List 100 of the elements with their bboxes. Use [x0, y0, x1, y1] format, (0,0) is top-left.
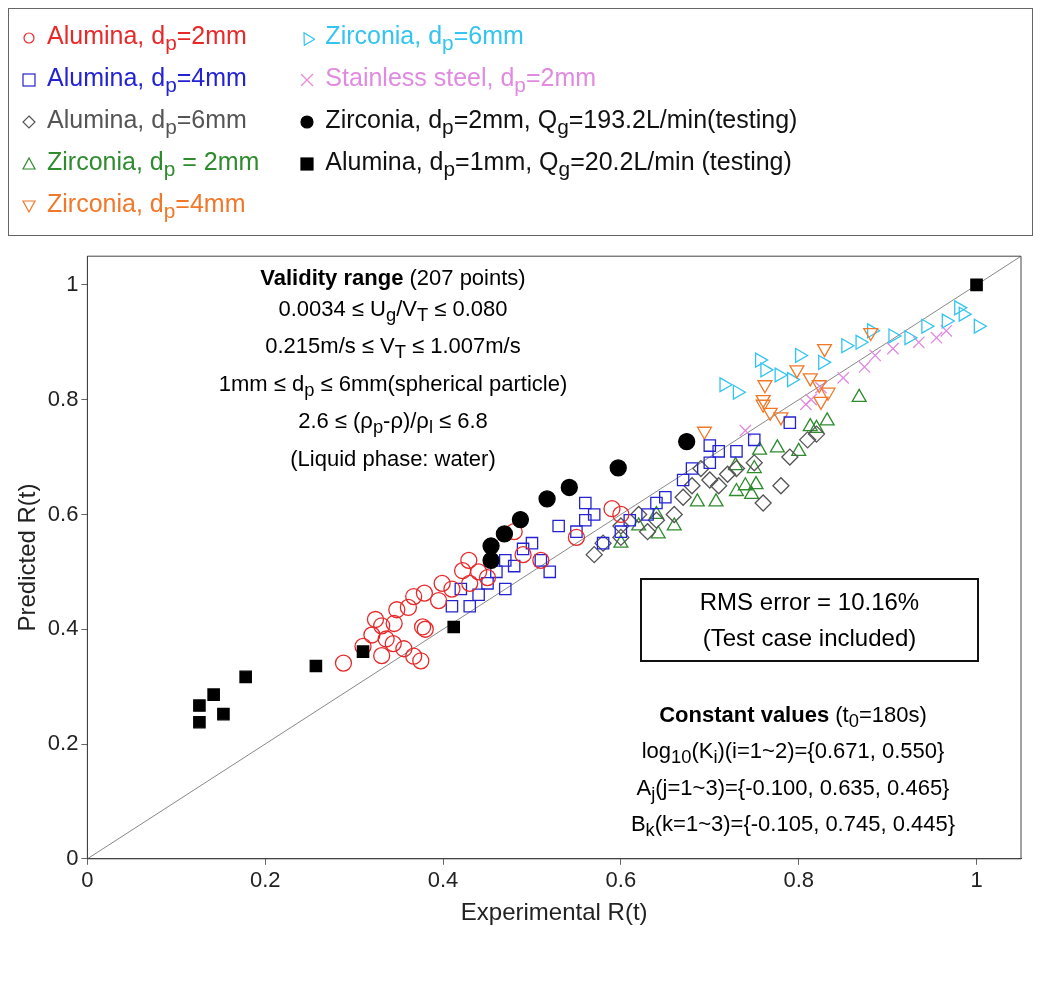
point	[560, 478, 578, 497]
point	[516, 542, 530, 556]
point	[363, 626, 381, 644]
point	[728, 457, 744, 471]
x-tick-label: 0.6	[605, 867, 637, 893]
point	[868, 349, 882, 362]
point	[710, 477, 728, 495]
legend-label: Zirconia, d$_{p}$=2mm, Q$_{g}$=193.2L/min(testing)	[325, 105, 798, 139]
point	[802, 418, 818, 432]
y-tick-label: 0	[66, 844, 79, 870]
point	[443, 580, 461, 598]
point	[762, 407, 778, 421]
point	[641, 508, 654, 521]
note-frame: RMS error = 10.16% (Test case included)	[640, 578, 979, 662]
point	[638, 523, 657, 541]
point	[650, 496, 663, 510]
point	[708, 493, 724, 507]
point	[334, 654, 353, 672]
annotation: A$_{j}$(j=1~3)={-0.100, 0.635, 0.465}	[636, 774, 950, 805]
point	[798, 431, 817, 449]
point	[703, 456, 717, 470]
point	[774, 367, 788, 383]
point	[612, 517, 630, 535]
point	[818, 354, 832, 370]
point	[696, 426, 713, 440]
point	[728, 482, 745, 497]
point	[665, 505, 683, 524]
point	[755, 399, 771, 413]
point	[783, 416, 797, 429]
point	[609, 459, 627, 477]
annotation: log$_{10}$(K$_{i}$)(i=1~2)={0.671, 0.550}	[641, 738, 945, 768]
point	[851, 388, 867, 403]
point	[309, 659, 323, 673]
point	[794, 347, 809, 364]
annotation: (Liquid phase: water)	[290, 445, 496, 471]
annotation: Validity range (207 points)	[260, 265, 526, 290]
point	[748, 475, 764, 490]
x-tick-label: 0.8	[783, 867, 815, 893]
x-tick-label: 0.4	[427, 867, 459, 893]
point	[585, 545, 603, 564]
point	[973, 318, 987, 334]
point	[841, 338, 855, 354]
point	[498, 582, 512, 596]
legend-label: Alumina, d$_{p}$=4mm	[47, 63, 247, 97]
point	[445, 599, 459, 613]
point	[732, 384, 747, 400]
point	[384, 634, 402, 653]
point	[388, 601, 406, 619]
point	[799, 397, 813, 411]
annotation: 2.6 ≤ (ρ$_{p}$-ρ)/ρ$_{l}$ ≤ 6.8	[298, 408, 488, 438]
point	[356, 645, 370, 658]
y-tick-label: 1	[66, 270, 79, 296]
point	[193, 715, 206, 729]
x-tick-label: 0.2	[249, 867, 281, 893]
point	[647, 511, 666, 529]
annotation: 1mm ≤ d$_{p}$ ≤ 6mm(spherical particle)	[218, 370, 568, 401]
point	[772, 477, 790, 495]
point	[447, 620, 461, 634]
point	[482, 537, 500, 555]
point	[525, 536, 539, 550]
point	[395, 640, 413, 658]
point	[460, 551, 478, 570]
point	[567, 528, 586, 547]
y-tick-label: 0.2	[47, 730, 79, 756]
legend-label: Stainless steel, d$_{p}$=2mm	[325, 63, 597, 97]
point	[683, 477, 701, 495]
point	[737, 477, 753, 491]
point	[514, 545, 532, 564]
point	[712, 445, 725, 458]
point	[239, 670, 252, 684]
point	[754, 494, 772, 512]
point	[886, 342, 900, 355]
point	[552, 519, 565, 533]
point	[612, 528, 630, 547]
point	[912, 335, 926, 349]
point	[366, 610, 385, 629]
point	[498, 554, 512, 567]
point	[507, 559, 521, 573]
point	[579, 496, 592, 510]
legend-label: Alumina, d$_{p}$=2mm	[47, 21, 247, 55]
point	[807, 425, 826, 443]
point	[478, 568, 497, 587]
point	[941, 313, 955, 329]
annotation: (Test case included)	[702, 624, 917, 651]
point	[689, 493, 705, 507]
point	[888, 328, 902, 344]
legend-label: Zirconia, d$_{p}$ = 2mm	[47, 147, 260, 181]
point	[760, 362, 774, 378]
point	[612, 505, 630, 524]
point	[769, 439, 785, 453]
point	[454, 582, 468, 596]
point	[954, 300, 968, 316]
point	[412, 652, 430, 670]
point	[786, 372, 801, 388]
y-tick-label: 0.8	[47, 385, 79, 411]
point	[543, 565, 557, 579]
point	[804, 393, 818, 406]
annotation: RMS error = 10.16%	[699, 588, 920, 615]
point	[511, 510, 530, 529]
legend-label: Zirconia, d$_{p}$=4mm	[47, 189, 246, 223]
